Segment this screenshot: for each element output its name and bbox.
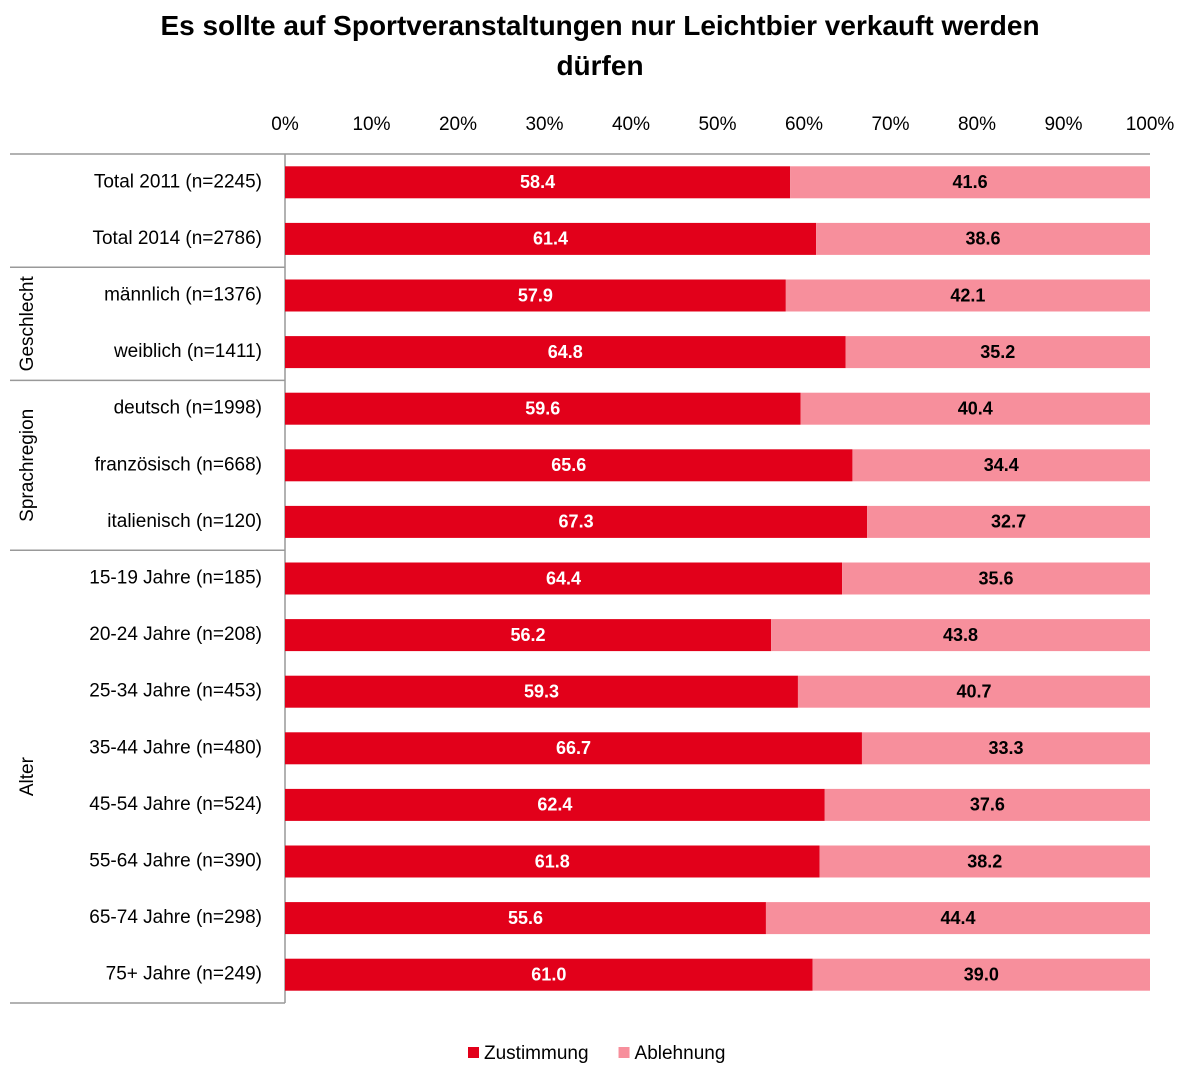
category-label: 35-44 Jahre (n=480): [89, 737, 262, 758]
x-tick-label: 30%: [525, 114, 563, 135]
bar-segment: [285, 562, 843, 595]
value-label: 44.4: [940, 908, 975, 928]
x-tick-label: 100%: [1126, 114, 1175, 135]
value-label: 59.6: [525, 398, 560, 418]
value-label: 66.7: [556, 738, 591, 758]
bar-segment: [285, 902, 766, 935]
value-label: 40.4: [958, 398, 993, 418]
value-label: 61.0: [531, 964, 566, 984]
bar-segment: [845, 336, 1150, 369]
bar-segment: [790, 166, 1150, 199]
value-label: 64.4: [546, 568, 581, 588]
x-tick-label: 60%: [785, 114, 823, 135]
value-label: 59.3: [524, 681, 559, 701]
value-label: 35.6: [979, 568, 1014, 588]
category-label: französisch (n=668): [95, 454, 262, 475]
bar-segment: [285, 675, 798, 708]
group-label: Alter: [17, 756, 38, 796]
bar-segment: [797, 675, 1150, 708]
legend-label: Zustimmung: [484, 1043, 589, 1064]
bar-segment: [285, 845, 820, 878]
bar-segment: [852, 449, 1150, 482]
bar-segment: [285, 279, 786, 312]
x-tick-label: 70%: [871, 114, 909, 135]
value-label: 41.6: [953, 172, 988, 192]
value-label: 39.0: [964, 964, 999, 984]
group-label: Geschlecht: [17, 276, 38, 372]
value-label: 67.3: [559, 512, 594, 532]
category-label: Total 2011 (n=2245): [94, 171, 262, 192]
value-label: 43.8: [943, 625, 978, 645]
value-label: 35.2: [980, 342, 1015, 362]
bar-segment: [867, 505, 1150, 538]
value-label: 56.2: [511, 625, 546, 645]
value-label: 58.4: [520, 172, 555, 192]
category-label: deutsch (n=1998): [114, 398, 262, 419]
value-label: 61.4: [533, 229, 568, 249]
x-tick-label: 50%: [698, 114, 736, 135]
value-label: 64.8: [548, 342, 583, 362]
chart-title: Es sollte auf Sportveranstaltungen nur L…: [160, 10, 1040, 81]
value-label: 40.7: [956, 681, 991, 701]
bar-segment: [285, 222, 817, 255]
bar-segment: [285, 392, 801, 425]
x-tick-label: 40%: [612, 114, 650, 135]
bar-segment: [861, 732, 1150, 765]
value-label: 61.8: [535, 851, 570, 871]
group-label: Sprachregion: [17, 409, 38, 522]
bar-segment: [285, 788, 825, 821]
category-label: 25-34 Jahre (n=453): [89, 681, 262, 702]
bar-segment: [842, 562, 1150, 595]
category-label: 55-64 Jahre (n=390): [89, 851, 262, 872]
category-label: männlich (n=1376): [104, 285, 262, 306]
value-label: 65.6: [551, 455, 586, 475]
category-label: 45-54 Jahre (n=524): [89, 794, 262, 815]
value-label: 34.4: [984, 455, 1019, 475]
x-tick-label: 80%: [958, 114, 996, 135]
category-label: weiblich (n=1411): [113, 341, 262, 362]
category-label: italienisch (n=120): [107, 511, 262, 532]
bar-segment: [816, 222, 1150, 255]
bar-segment: [285, 166, 791, 199]
bar-segment: [819, 845, 1150, 878]
value-label: 42.1: [950, 285, 985, 305]
bar-segment: [824, 788, 1150, 821]
legend-label: Ablehnung: [635, 1043, 726, 1064]
bar-segment: [785, 279, 1150, 312]
bar-segment: [800, 392, 1150, 425]
value-label: 62.4: [537, 795, 572, 815]
bar-segment: [285, 732, 862, 765]
value-label: 33.3: [988, 738, 1023, 758]
category-label: Total 2014 (n=2786): [92, 228, 262, 249]
bar-segment: [812, 958, 1150, 991]
category-label: 75+ Jahre (n=249): [106, 964, 262, 985]
value-label: 57.9: [518, 285, 553, 305]
bar-segment: [285, 336, 846, 369]
value-label: 37.6: [970, 795, 1005, 815]
x-tick-label: 90%: [1044, 114, 1082, 135]
value-label: 32.7: [991, 512, 1026, 532]
bar-segment: [285, 619, 772, 652]
x-tick-label: 0%: [271, 114, 299, 135]
x-tick-label: 10%: [352, 114, 390, 135]
category-label: 20-24 Jahre (n=208): [89, 624, 262, 645]
bar-segment: [765, 902, 1150, 935]
legend-swatch: [468, 1047, 479, 1058]
value-label: 55.6: [508, 908, 543, 928]
bar-segment: [285, 958, 813, 991]
bar-segment: [771, 619, 1150, 652]
x-tick-label: 20%: [439, 114, 477, 135]
bar-segment: [285, 505, 868, 538]
category-label: 65-74 Jahre (n=298): [89, 907, 262, 928]
legend-swatch: [618, 1047, 630, 1058]
value-label: 38.2: [967, 851, 1002, 871]
category-label: 15-19 Jahre (n=185): [89, 568, 262, 589]
bar-segment: [285, 449, 853, 482]
value-label: 38.6: [966, 229, 1001, 249]
